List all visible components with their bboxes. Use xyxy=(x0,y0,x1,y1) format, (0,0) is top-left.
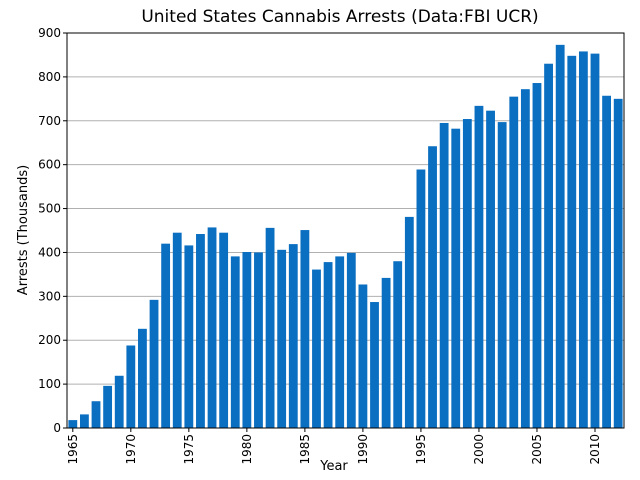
bar-2008 xyxy=(567,55,577,428)
y-axis-ticks: 0 100 200 300 400 500 600 700 800 900 xyxy=(38,26,67,435)
bar-1995 xyxy=(416,169,426,428)
chart-title: United States Cannabis Arrests (Data:FBI… xyxy=(141,7,538,27)
y-tick-label: 300 xyxy=(38,289,61,303)
bar-1980 xyxy=(242,252,252,428)
bar-1970 xyxy=(126,345,136,428)
bar-2002 xyxy=(497,122,507,428)
bar-2012 xyxy=(613,98,623,428)
x-tick-label: 2005 xyxy=(530,434,544,465)
bar-2006 xyxy=(544,63,553,428)
y-tick-label: 600 xyxy=(38,158,61,172)
bar-2009 xyxy=(578,51,588,428)
bar-1996 xyxy=(428,146,437,428)
x-tick-label: 1985 xyxy=(298,434,312,465)
bar-2003 xyxy=(509,96,519,428)
y-tick-label: 100 xyxy=(38,377,61,391)
bar-1992 xyxy=(381,277,391,428)
bar-1974 xyxy=(172,232,182,428)
bar-1972 xyxy=(149,299,159,428)
bar-1966 xyxy=(79,414,89,428)
bar-2001 xyxy=(486,110,495,428)
y-tick-label: 900 xyxy=(38,26,61,40)
bar-1973 xyxy=(161,243,171,428)
bar-1979 xyxy=(230,256,240,428)
bar-1999 xyxy=(462,119,472,429)
bar-1984 xyxy=(288,244,298,428)
bar-1990 xyxy=(358,284,368,428)
plot-frame xyxy=(66,32,625,429)
x-axis-label: Year xyxy=(319,459,348,474)
x-tick-label: 2000 xyxy=(472,434,486,465)
x-tick-label: 1970 xyxy=(124,434,138,465)
bar-1982 xyxy=(265,227,275,428)
x-tick-label: 1965 xyxy=(66,434,80,465)
bar-1987 xyxy=(323,262,333,428)
bar-1977 xyxy=(207,227,217,428)
bar-1967 xyxy=(91,401,101,428)
bar-2011 xyxy=(602,95,612,428)
y-tick-label: 500 xyxy=(38,202,61,216)
bar-1986 xyxy=(312,269,321,428)
y-tick-label: 0 xyxy=(53,421,61,435)
bar-1985 xyxy=(300,230,310,428)
bar-1968 xyxy=(103,385,113,428)
x-tick-label: 1995 xyxy=(414,434,428,465)
bar-1993 xyxy=(393,261,403,428)
bar-1998 xyxy=(451,128,461,428)
bar-2007 xyxy=(555,44,565,428)
x-tick-label: 1975 xyxy=(182,434,196,465)
bar-1969 xyxy=(114,375,124,428)
bar-1989 xyxy=(346,252,356,428)
bar-1981 xyxy=(254,252,263,428)
bar-1978 xyxy=(219,232,229,428)
bar-2010 xyxy=(590,53,600,428)
bar-1997 xyxy=(439,122,449,428)
bar-1976 xyxy=(196,234,205,428)
bar-1988 xyxy=(335,256,345,428)
y-tick-label: 700 xyxy=(38,114,61,128)
x-tick-label: 2010 xyxy=(588,434,602,465)
bar-1975 xyxy=(184,245,194,428)
bars xyxy=(68,44,623,429)
bar-1965 xyxy=(68,420,78,428)
bar-2004 xyxy=(520,89,530,428)
y-tick-label: 400 xyxy=(38,245,61,259)
y-axis-label: Arrests (Thousands) xyxy=(16,165,31,295)
y-tick-label: 200 xyxy=(38,333,61,347)
bar-2005 xyxy=(532,83,542,429)
bar-1991 xyxy=(370,302,379,428)
x-tick-label: 1990 xyxy=(356,434,370,465)
bar-1971 xyxy=(138,328,147,428)
x-tick-label: 1980 xyxy=(240,434,254,465)
bar-2000 xyxy=(474,105,484,428)
x-axis-ticks: 1965 1970 1975 1980 1985 1990 1995 2000 2005 2010 xyxy=(66,428,602,465)
y-tick-label: 800 xyxy=(38,70,61,84)
bar-1994 xyxy=(404,216,414,428)
bar-1983 xyxy=(277,249,287,428)
